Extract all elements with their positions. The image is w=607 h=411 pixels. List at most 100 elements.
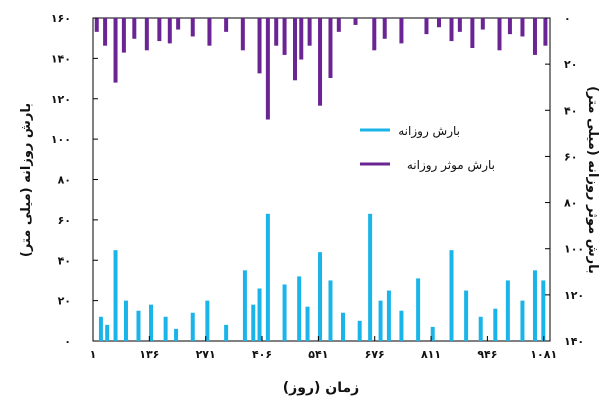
effective-bar	[113, 18, 118, 83]
effective-bar	[543, 18, 548, 46]
effective-bar	[436, 18, 441, 28]
y2-tick-label: ۸۰	[564, 197, 577, 210]
effective-bar	[520, 18, 525, 37]
daily-bar	[149, 304, 154, 341]
daily-bar	[251, 304, 256, 341]
effective-bar	[207, 18, 212, 46]
x-tick-label: ۱	[90, 348, 97, 361]
daily-bar	[478, 316, 483, 341]
effective-bar	[257, 18, 262, 74]
x-tick-label: ۲۷۱	[196, 348, 216, 361]
effective-bar	[132, 18, 137, 39]
effective-bar	[176, 18, 181, 30]
effective-bar	[292, 18, 297, 81]
y-tick-label: ۶۰	[58, 214, 71, 227]
x-axis-title: زمان (روز)	[283, 380, 359, 396]
effective-bar	[240, 18, 245, 51]
daily-bar	[265, 213, 270, 341]
y-axis-ticks: ۰ ۲۰ ۴۰ ۶۰ ۸۰ ۱۰۰ ۱۲۰ ۱۴۰ ۱۶۰	[51, 12, 98, 348]
x-tick-label: ۵۴۱	[308, 348, 328, 361]
daily-bar	[105, 324, 110, 341]
x-tick-label: ۶۷۶	[365, 348, 385, 361]
effective-bar	[497, 18, 502, 51]
daily-bar	[174, 328, 179, 341]
daily-bar	[493, 308, 498, 341]
y2-tick-label: ۰	[564, 12, 571, 25]
effective-bar	[274, 18, 279, 46]
y2-tick-label: ۱۰۰	[564, 243, 584, 256]
daily-bar	[190, 312, 195, 341]
y-tick-label: ۰	[64, 335, 71, 348]
effective-bar	[157, 18, 162, 42]
daily-bar	[123, 300, 128, 341]
daily-bar	[357, 320, 362, 341]
daily-bar	[163, 316, 168, 341]
effective-bar	[470, 18, 475, 48]
daily-bar	[386, 290, 391, 341]
y-tick-label: ۸۰	[58, 174, 71, 187]
bars-layer	[94, 18, 548, 341]
daily-bar	[282, 284, 287, 341]
y-tick-label: ۲۰	[58, 295, 71, 308]
x-tick-label: ۸۱۱	[421, 348, 441, 361]
daily-bar	[449, 250, 454, 341]
effective-bar	[144, 18, 149, 51]
y-tick-label: ۱۶۰	[51, 12, 71, 25]
effective-bar	[224, 18, 229, 32]
effective-bar	[399, 18, 404, 44]
daily-bar	[136, 310, 141, 341]
y2-tick-label: ۱۴۰	[564, 335, 584, 348]
effective-bar	[336, 18, 341, 32]
y2-tick-label: ۴۰	[564, 104, 577, 117]
effective-bar	[424, 18, 429, 35]
y2-tick-label: ۱۲۰	[564, 289, 584, 302]
daily-bar	[340, 312, 345, 341]
effective-bar	[282, 18, 287, 55]
y-tick-label: ۴۰	[58, 254, 71, 267]
effective-bar	[328, 18, 333, 78]
daily-bar	[541, 280, 546, 341]
y-tick-label: ۱۲۰	[51, 93, 71, 106]
daily-bar	[242, 270, 247, 341]
legend-label-effective: بارش موثر روزانه	[407, 158, 495, 173]
daily-bar	[205, 300, 210, 341]
y-tick-label: ۱۰۰	[51, 133, 71, 146]
effective-bar	[372, 18, 377, 51]
effective-bar	[307, 18, 312, 46]
daily-bar	[416, 278, 421, 341]
daily-bar	[113, 250, 118, 341]
effective-bar	[507, 18, 512, 35]
y-axis-title: بارش روزانه (میلی متر)	[19, 103, 34, 257]
y2-axis-title: بارش موثر روزانه (میلی متر)	[585, 86, 600, 274]
daily-bar	[368, 213, 373, 341]
effective-bar	[318, 18, 323, 106]
daily-bar	[305, 306, 310, 341]
effective-bar	[94, 18, 99, 32]
daily-bar	[257, 288, 262, 341]
daily-bar	[532, 270, 537, 341]
daily-bar	[98, 316, 103, 341]
effective-bar	[480, 18, 485, 30]
daily-bar	[464, 290, 469, 341]
daily-bar	[520, 300, 525, 341]
y-tick-label: ۱۴۰	[51, 52, 71, 65]
effective-bar	[353, 18, 358, 25]
daily-bar	[430, 326, 435, 341]
x-axis-ticks: ۱ ۱۳۶ ۲۷۱ ۴۰۶ ۵۴۱ ۶۷۶ ۸۱۱ ۹۴۶ ۱۰۸۱	[90, 336, 557, 361]
effective-bar	[265, 18, 270, 120]
effective-bar	[190, 18, 195, 37]
effective-bar	[532, 18, 537, 55]
effective-bar	[299, 18, 304, 60]
daily-bar	[224, 324, 229, 341]
effective-bar	[121, 18, 126, 53]
effective-bar	[457, 18, 462, 32]
daily-bar	[328, 280, 333, 341]
daily-bar	[505, 280, 510, 341]
y2-axis-ticks: ۰ ۲۰ ۴۰ ۶۰ ۸۰ ۱۰۰ ۱۲۰ ۱۴۰	[545, 12, 584, 348]
legend-label-daily: بارش روزانه	[398, 124, 460, 139]
x-tick-label: ۱۳۶	[139, 348, 159, 361]
legend: بارش روزانه بارش موثر روزانه	[360, 124, 495, 173]
x-tick-label: ۱۰۸۱	[530, 348, 557, 361]
